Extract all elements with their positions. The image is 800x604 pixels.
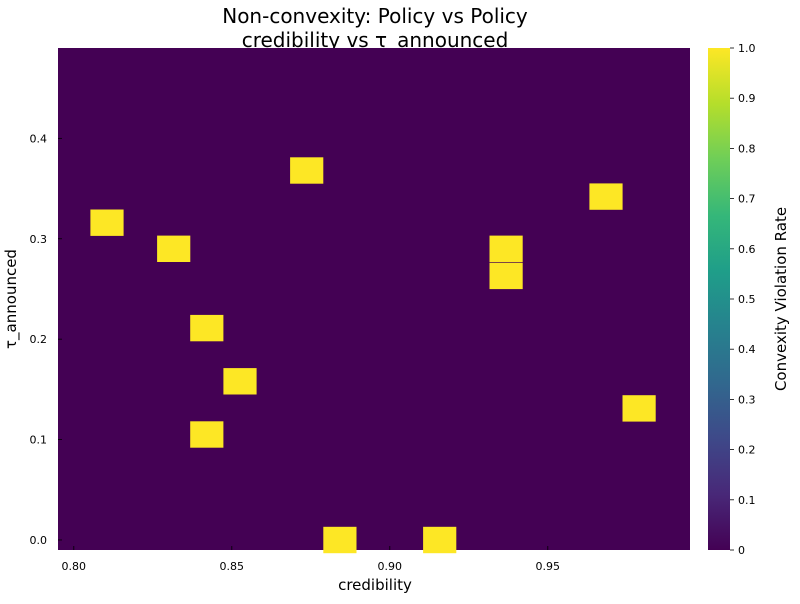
- colorbar-ticks: 0 0.1 0.2 0.3 0.4 0.5 0.6 0.7 0.8 0.9 1.0: [730, 42, 756, 557]
- colorbar: [708, 48, 730, 550]
- heatmap-cell-11: [622, 395, 656, 422]
- heatmap-cell-2: [190, 314, 224, 342]
- colorbar-tick-label-4: 0.4: [738, 343, 756, 356]
- x-axis-ticks: 0.80 0.85 0.90 0.95: [62, 546, 561, 573]
- heatmap-cell-7: [423, 526, 457, 554]
- colorbar-tick-label-2: 0.2: [738, 444, 756, 457]
- y-tick-label-4: 0.4: [30, 132, 48, 145]
- y-axis-ticks: 0.0 0.1 0.2 0.3 0.4: [30, 132, 62, 547]
- heatmap-cell-5: [290, 157, 324, 184]
- colorbar-tick-label-7: 0.7: [738, 193, 756, 206]
- colorbar-label: Convexity Violation Rate: [772, 207, 790, 391]
- heatmap-cell-0: [90, 209, 124, 236]
- colorbar-tick-label-6: 0.6: [738, 243, 756, 256]
- colorbar-tick-label-9: 0.9: [738, 92, 756, 105]
- y-tick-label-3: 0.3: [30, 233, 48, 246]
- y-axis-label: τ_announced: [2, 249, 21, 349]
- plot-area: [58, 48, 690, 550]
- x-tick-label-1: 0.85: [220, 560, 245, 573]
- heatmap-cell-8: [489, 262, 523, 290]
- colorbar-tick-label-10: 1.0: [738, 42, 756, 55]
- chart-title-line-1: Non-convexity: Policy vs Policy: [222, 4, 528, 28]
- colorbar-tick-label-3: 0.3: [738, 393, 756, 406]
- colorbar-tick-label-1: 0.1: [738, 494, 756, 507]
- heatmap-cell-1: [157, 235, 191, 262]
- heatmap-cell-4: [223, 368, 257, 395]
- heatmap-cell-9: [489, 235, 523, 262]
- heatmap-cells: [90, 157, 656, 554]
- x-axis-label: credibility: [338, 576, 412, 594]
- heatmap-cell-10: [589, 183, 623, 210]
- y-tick-label-2: 0.2: [30, 333, 48, 346]
- heatmap-cell-6: [323, 526, 357, 554]
- y-tick-label-0: 0.0: [30, 534, 48, 547]
- colorbar-tick-label-8: 0.8: [738, 142, 756, 155]
- x-tick-label-3: 0.95: [536, 560, 561, 573]
- y-tick-label-1: 0.1: [30, 434, 48, 447]
- heatmap-cell-3: [190, 421, 224, 448]
- colorbar-tick-label-5: 0.5: [738, 293, 756, 306]
- x-tick-label-2: 0.90: [378, 560, 403, 573]
- colorbar-tick-label-0: 0: [738, 544, 745, 557]
- x-tick-label-0: 0.80: [62, 560, 87, 573]
